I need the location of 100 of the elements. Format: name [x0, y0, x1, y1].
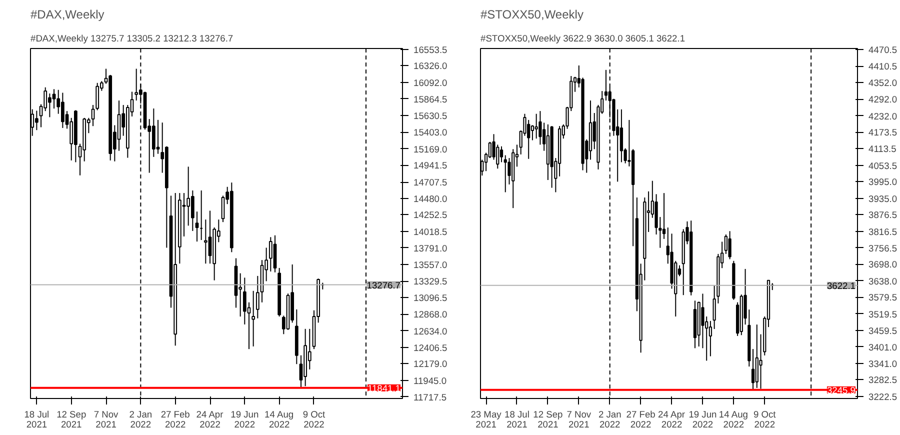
y-tick-label: 12868.0	[414, 310, 448, 320]
y-tick-label: 3282.5	[868, 375, 898, 386]
y-tick-label: 3341.0	[868, 358, 898, 369]
candlestick	[604, 69, 608, 101]
candlestick	[504, 154, 507, 193]
x-tick-label: 12 Sep 2021	[56, 410, 86, 430]
candlestick	[186, 166, 190, 226]
x-tick-label: 19 Jun 2022	[230, 410, 259, 430]
y-tick-label: 3401.0	[868, 342, 898, 352]
x-tick-label: 24 Apr 2022	[196, 410, 224, 430]
ref-line-label: 3622.1	[826, 280, 856, 291]
y-tick-label: 4173.5	[868, 128, 898, 138]
y-tick-label: 4352.0	[868, 78, 898, 88]
candlestick	[44, 86, 48, 112]
x-tick-label: 9 Oct 2022	[753, 410, 776, 430]
ref-line-label: 11841.1	[367, 383, 401, 394]
y-tick-label: 15630.5	[414, 111, 448, 122]
y-tick-label: 3459.5	[868, 326, 898, 336]
ref-line-label: 13276.7	[366, 280, 401, 290]
candlestick	[755, 324, 758, 388]
x-tick-label: 23 May 2021	[470, 410, 502, 430]
candlestick	[708, 320, 712, 357]
y-tick-label: 11945.0	[414, 376, 447, 386]
y-tick-label: 14480.0	[414, 194, 448, 204]
y-tick-label: 14018.5	[414, 227, 448, 238]
candlestick	[242, 277, 246, 325]
y-tick-label: 3816.5	[868, 226, 898, 237]
y-tick-label: 3756.5	[868, 243, 898, 254]
candlestick	[268, 236, 272, 272]
candlestick	[134, 68, 138, 102]
candlestick	[620, 108, 624, 163]
y-tick-label: 12634.0	[414, 326, 448, 336]
candlestick	[190, 190, 194, 232]
candlestick	[204, 219, 208, 264]
y-tick-label: 4053.5	[868, 160, 898, 171]
candlestick	[662, 192, 666, 240]
y-tick-label: 16326.0	[414, 61, 448, 72]
candlestick	[527, 119, 530, 160]
candlestick	[208, 210, 212, 264]
candlestick	[52, 88, 56, 110]
y-tick-label: 16092.0	[414, 78, 448, 88]
candlestick	[751, 348, 755, 391]
x-tick-label: 27 Feb 2022	[160, 410, 190, 430]
y-tick-label: 3222.5	[868, 392, 898, 402]
y-tick-label: 3579.5	[868, 292, 898, 303]
candlestick	[152, 108, 156, 158]
candlestick	[724, 234, 728, 254]
x-tick-label: 2 Jan 2022	[598, 410, 622, 430]
x-tick-label: 2 Jan 2022	[129, 410, 152, 430]
candlestick	[156, 119, 160, 154]
x-tick-label: 7 Nov 2021	[566, 410, 592, 430]
x-tick-label: 7 Nov 2021	[94, 410, 119, 430]
x-tick-label: 27 Feb 2022	[626, 410, 656, 430]
candlestick	[534, 113, 538, 140]
x-tick-label: 12 Sep 2021	[533, 410, 563, 430]
candlestick	[252, 290, 256, 347]
candlestick	[273, 234, 277, 273]
y-tick-label: 3876.5	[868, 210, 898, 220]
y-tick-label: 4113.5	[868, 144, 896, 154]
candlestick	[96, 82, 100, 111]
ref-line-label: 3245.9	[826, 385, 856, 396]
y-tick-label: 4292.0	[868, 94, 898, 105]
x-tick-label: 19 Jun 2022	[688, 410, 717, 430]
y-tick-label: 14252.5	[414, 210, 448, 220]
y-tick-label: 4410.5	[868, 62, 898, 72]
y-tick-label: 14707.5	[414, 178, 448, 188]
x-tick-label: 18 Jul 2021	[504, 410, 530, 430]
y-tick-label: 3638.0	[868, 276, 898, 286]
y-tick-label: 13791.0	[414, 243, 448, 254]
candlestick	[500, 146, 504, 163]
y-tick-label: 13096.5	[414, 293, 448, 304]
candlestick	[195, 211, 199, 242]
y-tick-label: 13329.5	[414, 276, 448, 287]
y-tick-label: 14941.5	[414, 160, 448, 171]
chart-subtitle: #STOXX50,Weekly 3622.9 3630.0 3605.1 3622.1	[480, 34, 686, 44]
y-tick-label: 3519.5	[868, 309, 898, 320]
y-tick-label: 13557.0	[414, 260, 448, 270]
y-tick-label: 3935.0	[868, 194, 898, 204]
x-tick-label: 14 Aug 2022	[264, 410, 294, 430]
y-tick-label: 12179.0	[414, 359, 448, 370]
y-tick-label: 16553.5	[414, 44, 448, 55]
x-tick-label: 9 Oct 2022	[302, 410, 326, 430]
y-tick-label: 4232.0	[868, 111, 898, 122]
chart-title: #STOXX50,Weekly	[480, 8, 584, 22]
y-tick-label: 12406.5	[414, 342, 448, 353]
candlestick	[530, 124, 534, 141]
x-tick-label: 14 Aug 2022	[718, 410, 748, 430]
y-tick-label: 15403.0	[414, 128, 448, 138]
candlestick	[728, 230, 732, 260]
x-tick-label: 24 Apr 2022	[658, 410, 685, 430]
y-tick-label: 3698.0	[868, 260, 898, 270]
x-tick-label: 18 Jul 2021	[24, 410, 50, 430]
candlestick	[48, 92, 52, 118]
chart-subtitle: #DAX,Weekly 13275.7 13305.2 13212.3 13276.7	[30, 34, 234, 44]
chart-title: #DAX,Weekly	[30, 8, 104, 22]
y-tick-label: 4470.5	[868, 44, 898, 55]
candlestick	[60, 92, 64, 128]
y-tick-label: 15864.5	[414, 94, 448, 104]
y-tick-label: 3995.0	[868, 177, 898, 188]
candlestick	[488, 141, 492, 159]
